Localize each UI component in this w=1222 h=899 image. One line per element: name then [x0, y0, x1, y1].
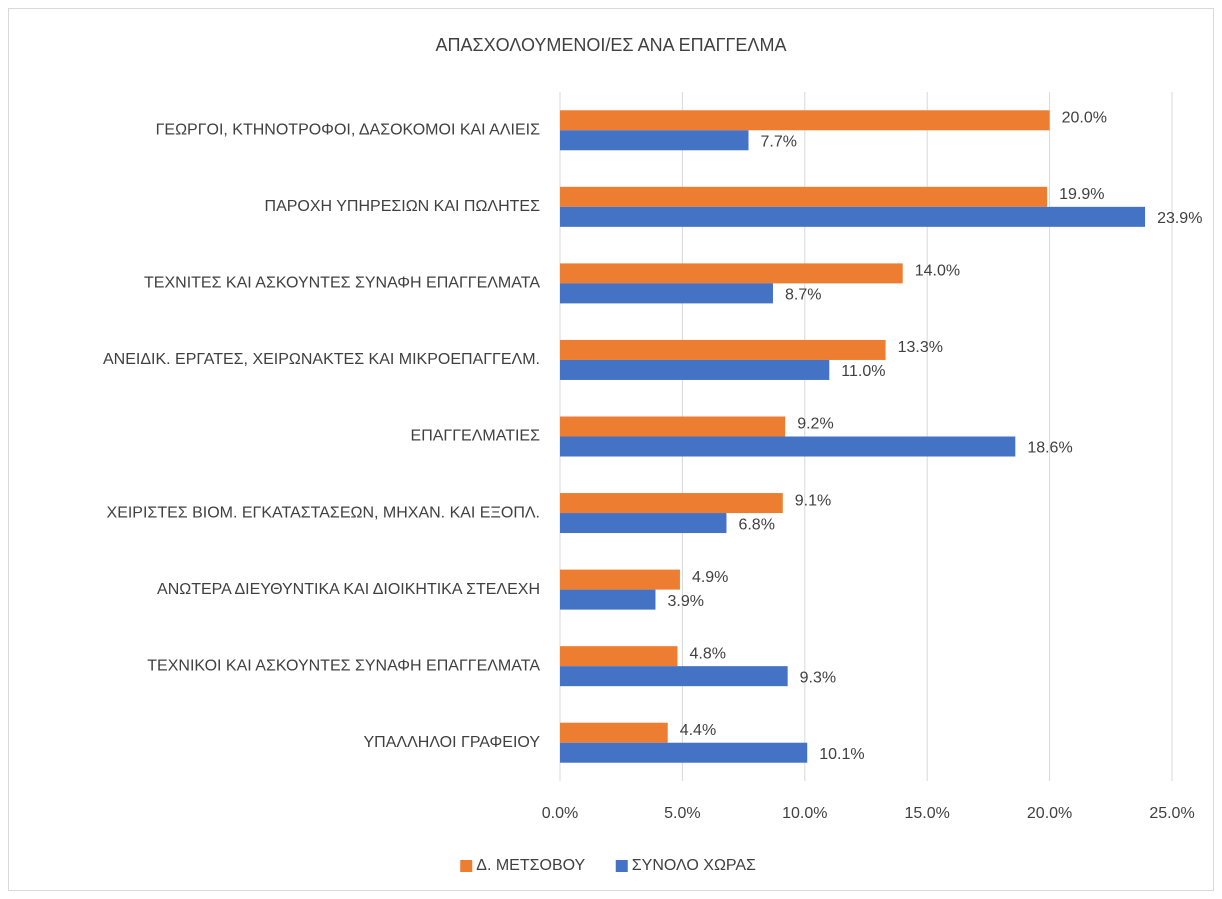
bar	[560, 513, 727, 534]
legend-swatch	[615, 860, 628, 872]
bar	[560, 646, 678, 667]
y-tick-label: ΠΑΡΟΧΗ ΥΠΗΡΕΣΙΩΝ ΚΑΙ ΠΩΛΗΤΕΣ	[265, 198, 541, 215]
y-tick-label: ΓΕΩΡΓΟΙ, ΚΤΗΝΟΤΡΟΦΟΙ, ΔΑΣΟΚΟΜΟΙ ΚΑΙ ΑΛΙΕ…	[156, 121, 541, 138]
legend-label: Δ. ΜΕΤΣΟΒΟΥ	[476, 857, 585, 874]
data-label: 18.6%	[1027, 440, 1072, 457]
legend-swatch	[460, 860, 473, 872]
data-label: 4.4%	[680, 722, 716, 739]
data-label: 9.1%	[795, 492, 831, 509]
bar	[560, 130, 749, 151]
bar	[560, 110, 1050, 131]
data-label: 14.0%	[915, 263, 960, 280]
data-label: 10.1%	[819, 746, 864, 763]
bar	[560, 436, 1016, 457]
data-label: 19.9%	[1059, 186, 1104, 203]
y-tick-label: ΧΕΙΡΙΣΤΕΣ ΒΙΟΜ. ΕΓΚΑΤΑΣΤΑΣΕΩΝ, ΜΗΧΑΝ. ΚΑ…	[107, 504, 540, 521]
bar	[560, 263, 903, 284]
legend-label: ΣΥΝΟΛΟ ΧΩΡΑΣ	[632, 857, 756, 874]
x-tick-label: 10.0%	[782, 805, 827, 822]
bar	[560, 416, 786, 437]
data-label: 4.9%	[692, 569, 728, 586]
x-tick-label: 0.0%	[542, 805, 578, 822]
data-label: 9.2%	[797, 416, 833, 433]
data-label: 23.9%	[1157, 210, 1202, 227]
bar	[560, 359, 830, 380]
data-label: 7.7%	[760, 133, 796, 150]
bar	[560, 722, 668, 743]
y-tick-label: ΤΕΧΝΙΤΕΣ ΚΑΙ ΑΣΚΟΥΝΤΕΣ ΣΥΝΑΦΗ ΕΠΑΓΓΕΛΜΑΤ…	[144, 275, 540, 292]
bar	[560, 589, 656, 610]
y-tick-label: ΥΠΑΛΛΗΛΟΙ ΓΡΑΦΕΙΟΥ	[363, 734, 540, 751]
x-tick-label: 20.0%	[1027, 805, 1072, 822]
bar	[560, 742, 808, 763]
bar	[560, 339, 886, 360]
bar	[560, 666, 788, 687]
data-label: 6.8%	[738, 516, 774, 533]
y-tick-label: ΤΕΧΝΙΚΟΙ ΚΑΙ ΑΣΚΟΥΝΤΕΣ ΣΥΝΑΦΗ ΕΠΑΓΓΕΛΜΑΤ…	[147, 657, 540, 674]
x-tick-label: 5.0%	[664, 805, 700, 822]
data-label: 20.0%	[1062, 109, 1107, 126]
data-label: 13.3%	[898, 339, 943, 356]
bar	[560, 569, 680, 590]
data-label: 11.0%	[841, 363, 885, 380]
y-tick-label: ΑΝΩΤΕΡΑ ΔΙΕΥΘΥΝΤΙΚΑ ΚΑΙ ΔΙΟΙΚΗΤΙΚΑ ΣΤΕΛΕ…	[157, 581, 540, 598]
chart-title: ΑΠΑΣΧΟΛΟΥΜΕΝΟΙ/ΕΣ ΑΝΑ ΕΠΑΓΓΕΛΜΑ	[436, 35, 787, 55]
bar	[560, 206, 1146, 227]
x-tick-label: 25.0%	[1149, 805, 1194, 822]
bar	[560, 283, 773, 304]
bar	[560, 493, 783, 514]
y-tick-label: ΑΝΕΙΔΙΚ. ΕΡΓΑΤΕΣ, ΧΕΙΡΩΝΑΚΤΕΣ ΚΑΙ ΜΙΚΡΟΕ…	[103, 351, 540, 368]
data-label: 4.8%	[690, 645, 726, 662]
data-label: 9.3%	[800, 669, 836, 686]
bar	[560, 186, 1048, 207]
y-tick-label: ΕΠΑΓΓΕΛΜΑΤΙΕΣ	[411, 428, 541, 445]
x-tick-label: 15.0%	[905, 805, 950, 822]
data-label: 8.7%	[785, 287, 821, 304]
data-label: 3.9%	[667, 593, 703, 610]
